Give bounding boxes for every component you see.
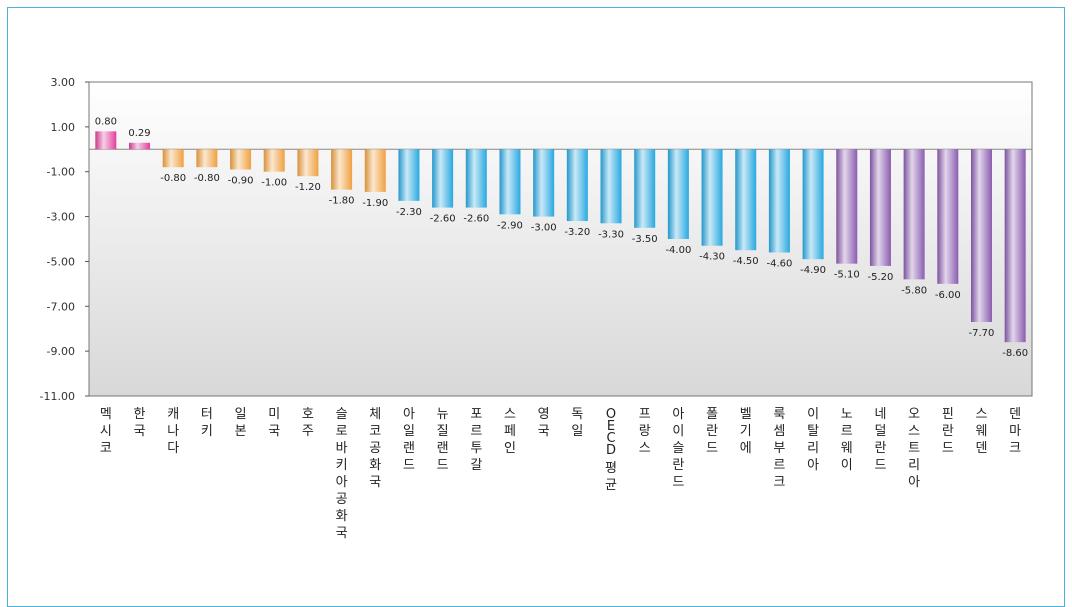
data-label: 0.80 bbox=[95, 116, 117, 127]
bar bbox=[129, 143, 150, 150]
bar bbox=[937, 149, 958, 284]
data-label: -4.60 bbox=[766, 258, 792, 269]
data-label: -3.20 bbox=[564, 227, 590, 238]
bar bbox=[533, 149, 554, 216]
y-tick-label: -7.00 bbox=[47, 300, 75, 313]
data-label: -2.60 bbox=[430, 214, 456, 225]
data-label: -6.00 bbox=[935, 290, 961, 301]
data-label: -0.80 bbox=[160, 173, 186, 184]
bar bbox=[499, 149, 520, 214]
bar bbox=[95, 131, 116, 149]
y-tick-label: -11.00 bbox=[40, 390, 75, 403]
bar bbox=[331, 149, 352, 189]
data-label: -1.00 bbox=[261, 178, 287, 189]
y-tick-label: -9.00 bbox=[47, 345, 75, 358]
data-label: -7.70 bbox=[969, 328, 995, 339]
data-label: -5.20 bbox=[868, 272, 894, 283]
data-label: -3.30 bbox=[598, 229, 624, 240]
data-label: -2.30 bbox=[396, 207, 422, 218]
bar bbox=[803, 149, 824, 259]
data-label: -3.50 bbox=[632, 234, 658, 245]
bar bbox=[365, 149, 386, 192]
bar-chart: 3.00 1.00 -1.00 -3.00 -5.00 -7.00 -9.00 -11.00 0… bbox=[0, 0, 1072, 591]
bar bbox=[432, 149, 453, 207]
data-label: -4.00 bbox=[665, 245, 691, 256]
bar bbox=[466, 149, 487, 207]
y-tick-label: -1.00 bbox=[47, 166, 75, 179]
bar bbox=[163, 149, 184, 167]
bar bbox=[230, 149, 251, 169]
data-label: -4.90 bbox=[800, 265, 826, 276]
bar bbox=[297, 149, 318, 176]
bar bbox=[870, 149, 891, 266]
y-tick-label: -5.00 bbox=[47, 255, 75, 268]
bar bbox=[567, 149, 588, 221]
bar bbox=[769, 149, 790, 252]
data-label: -5.10 bbox=[834, 270, 860, 281]
bar bbox=[398, 149, 419, 201]
bar bbox=[735, 149, 756, 250]
bar bbox=[1005, 149, 1026, 342]
data-label: -3.00 bbox=[531, 223, 557, 234]
bar bbox=[971, 149, 992, 322]
data-label: -1.90 bbox=[362, 198, 388, 209]
data-label: -2.90 bbox=[497, 220, 523, 231]
bar bbox=[196, 149, 217, 167]
bar bbox=[668, 149, 689, 239]
data-label: -5.80 bbox=[901, 285, 927, 296]
y-tick-label: -3.00 bbox=[47, 211, 75, 224]
data-label: -1.80 bbox=[329, 196, 355, 207]
bar bbox=[702, 149, 723, 245]
data-label: -4.30 bbox=[699, 252, 725, 263]
data-label: 0.29 bbox=[128, 128, 150, 139]
bar bbox=[601, 149, 622, 223]
y-tick-label: 3.00 bbox=[51, 76, 76, 89]
bar bbox=[904, 149, 925, 279]
data-label: -4.50 bbox=[733, 256, 759, 267]
data-label: -0.80 bbox=[194, 173, 220, 184]
data-label: -0.90 bbox=[228, 175, 254, 186]
bar bbox=[836, 149, 857, 263]
bar bbox=[634, 149, 655, 228]
data-label: -1.20 bbox=[295, 182, 321, 193]
y-tick-label: 1.00 bbox=[51, 121, 76, 134]
data-label: -2.60 bbox=[463, 214, 489, 225]
bar bbox=[264, 149, 285, 171]
data-label: -8.60 bbox=[1002, 348, 1028, 359]
